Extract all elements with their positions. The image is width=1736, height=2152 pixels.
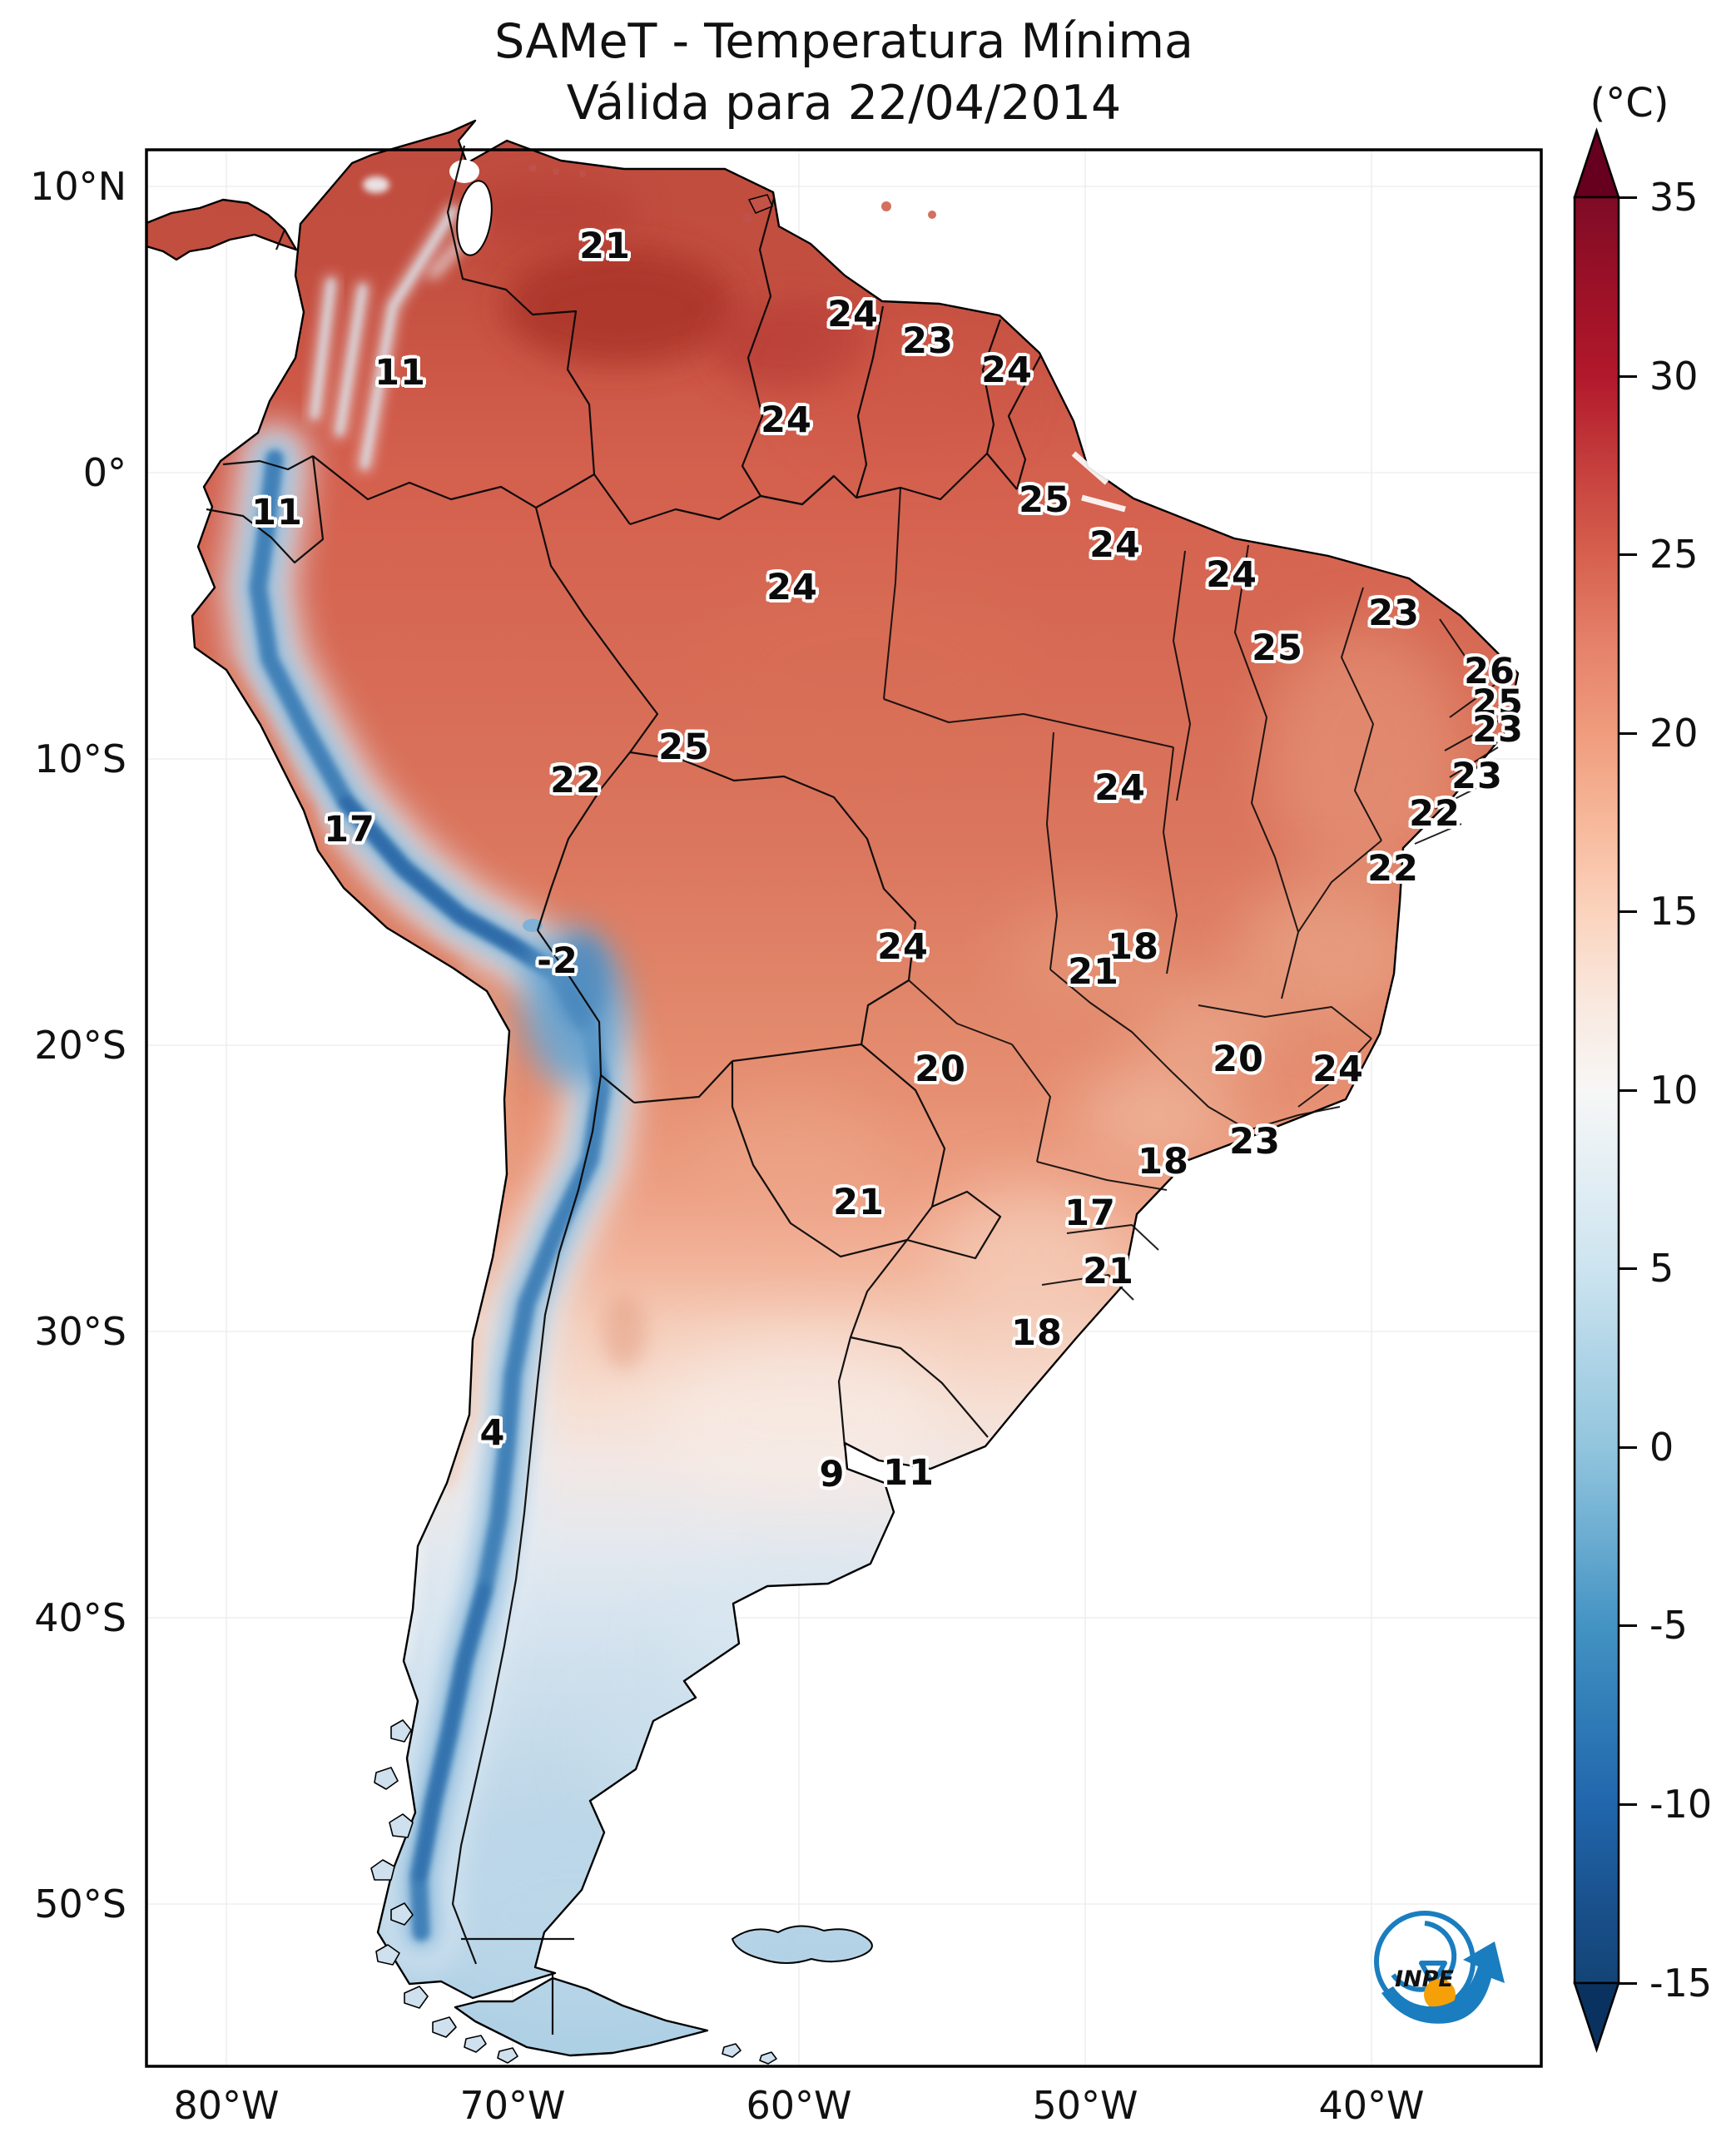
map-frame-border (145, 148, 1543, 2068)
temperature-label: 4 (479, 1412, 506, 1454)
temperature-label: -2 (537, 940, 578, 982)
lon-tick-label: 70°W (459, 2083, 566, 2128)
temperature-label: 24 (761, 399, 812, 441)
colorbar-tick-label: 0 (1649, 1425, 1674, 1470)
colorbar-tick-label: -5 (1649, 1603, 1688, 1648)
colorbar-tick-mark (1619, 1089, 1637, 1092)
lat-tick-label: 20°S (34, 1023, 126, 1068)
temperature-label: 17 (324, 809, 375, 850)
temperature-field (146, 121, 1518, 2055)
temperature-label: 23 (902, 320, 954, 362)
temperature-label: 22 (550, 760, 602, 801)
inpe-logo: INPE (1374, 1911, 1505, 2024)
temperature-label: 25 (1252, 627, 1303, 669)
lon-tick-label: 40°W (1318, 2083, 1425, 2128)
temperature-label: 11 (374, 352, 426, 394)
colorbar-tick-label: 15 (1649, 889, 1699, 934)
temperature-label: 24 (1094, 767, 1146, 809)
temperature-label: 22 (1367, 848, 1419, 890)
logo-swirl-arrowhead (1419, 1961, 1447, 1987)
colorbar-tick-mark (1619, 732, 1637, 735)
temperature-label: 24 (827, 294, 879, 335)
temperature-label: 21 (1083, 1251, 1134, 1292)
colorbar-tick-label: 30 (1649, 354, 1699, 399)
temperature-label: 21 (1068, 951, 1119, 993)
temperature-label: 24 (877, 926, 929, 968)
lon-tick-label: 60°W (746, 2083, 852, 2128)
state-borders (883, 487, 1505, 1301)
temperature-label: 22 (1409, 793, 1461, 835)
colorbar-arrow-bottom (1573, 1981, 1620, 2053)
lat-tick-label: 0° (82, 450, 126, 495)
colorbar-tick-mark (1619, 1624, 1637, 1627)
temperature-label: 21 (833, 1182, 885, 1223)
temperature-label: 23 (1451, 756, 1503, 797)
temperature-label: 25 (1472, 682, 1524, 724)
temperature-label: 11 (251, 492, 303, 533)
temperature-label: 24 (1089, 524, 1141, 566)
colorbar-unit-label: (°C) (1590, 80, 1669, 126)
colorbar-tick-mark (1619, 1446, 1637, 1449)
lat-tick-label: 10°N (30, 164, 126, 209)
colorbar (1573, 127, 1620, 2053)
logo-arrow (1381, 1941, 1505, 2024)
temperature-label: 26 (1464, 651, 1515, 692)
temperature-label: 24 (981, 350, 1033, 391)
colorbar-tick-label: 10 (1649, 1068, 1699, 1113)
logo-text: INPE (1395, 1966, 1454, 1992)
colorbar-tick-label: 35 (1649, 175, 1699, 220)
temperature-label: 17 (1064, 1193, 1116, 1234)
colorbar-tick-label: 5 (1649, 1246, 1674, 1291)
temperature-label: 9 (819, 1454, 846, 1495)
andes-cold-band (218, 204, 637, 1968)
colorbar-tick-mark (1619, 196, 1637, 199)
lat-tick-label: 30°S (34, 1309, 126, 1354)
colorbar-tick-label: -15 (1649, 1961, 1713, 2006)
colorbar-tick-mark (1619, 375, 1637, 378)
temperature-label: 25 (658, 726, 710, 768)
lon-tick-label: 80°W (173, 2083, 280, 2128)
temperature-label: 24 (766, 567, 818, 608)
temperature-label: 25 (1019, 479, 1070, 521)
temperature-label: 23 (1229, 1121, 1281, 1163)
chilean-fjords (370, 1719, 777, 2065)
colorbar-tick-mark (1619, 910, 1637, 913)
colorbar-tick-label: 25 (1649, 532, 1699, 577)
colorbar-tick-mark (1619, 1803, 1637, 1806)
colorbar-tick-mark (1619, 1982, 1637, 1985)
temperature-label: 23 (1472, 709, 1524, 751)
lat-tick-label: 10°S (34, 736, 126, 781)
page-subtitle: Válida para 22/04/2014 (566, 76, 1122, 131)
country-borders (206, 145, 1041, 2035)
colorbar-arrow-top (1573, 127, 1620, 199)
temperature-label: 23 (1368, 593, 1420, 634)
temperature-label: 18 (1108, 926, 1159, 968)
logo-swirl-inner (1391, 1921, 1457, 1992)
coastline (146, 119, 1520, 2057)
temperature-label: 20 (1213, 1039, 1264, 1080)
temperature-label: 20 (915, 1049, 966, 1090)
temperature-label: 24 (1206, 554, 1257, 596)
lon-tick-label: 50°W (1032, 2083, 1138, 2128)
colorbar-tick-mark (1619, 553, 1637, 556)
amazon-mouth (1071, 451, 1126, 513)
logo-orange-circle (1424, 1979, 1456, 2011)
page-title: SAMeT - Temperatura Mínima (494, 14, 1193, 69)
colorbar-tick-label: -10 (1649, 1782, 1713, 1827)
colorbar-tick-label: 20 (1649, 711, 1699, 756)
temperature-label: 24 (1312, 1049, 1364, 1090)
lat-tick-label: 50°S (34, 1882, 126, 1926)
colorbar-tick-mark (1619, 1267, 1637, 1270)
lat-tick-label: 40°S (34, 1595, 126, 1640)
temperature-label: 18 (1138, 1141, 1189, 1183)
temperature-label: 11 (883, 1452, 935, 1494)
temperature-label: 18 (1011, 1312, 1063, 1354)
temperature-label: 21 (579, 226, 631, 267)
colorbar-gradient-bar (1573, 196, 1620, 1985)
